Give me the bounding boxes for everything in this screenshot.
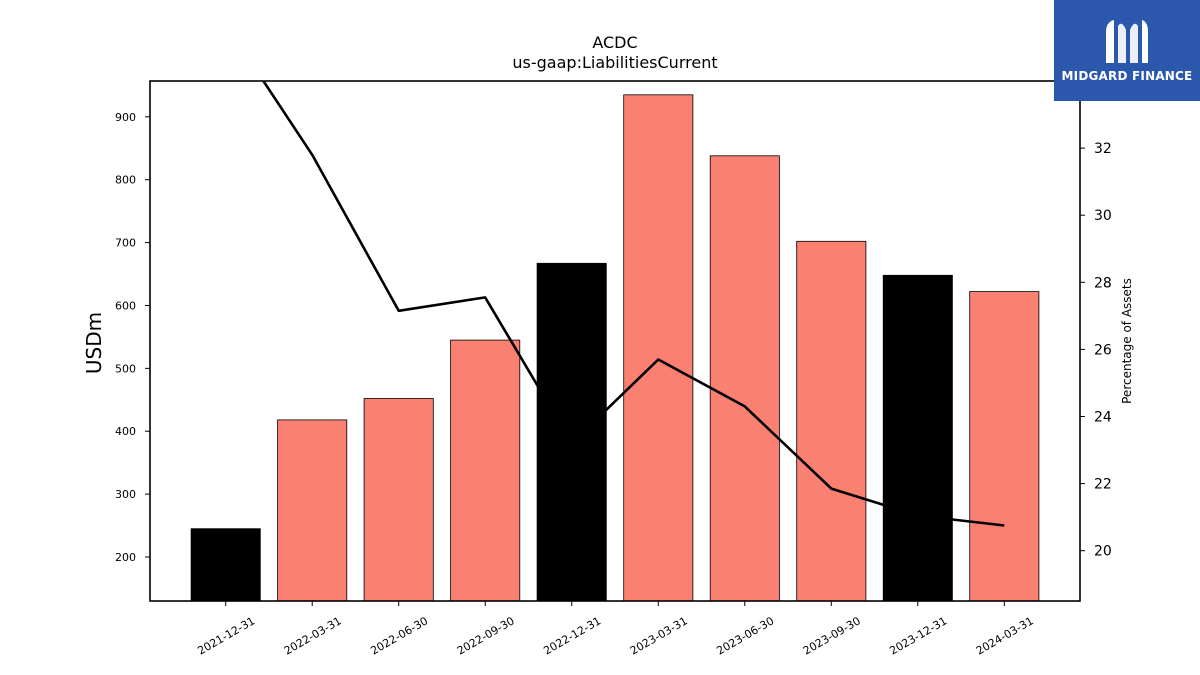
- axes-layer: 200 300 400 500 600 700 800 900 20 22 24 26 28 30 32 20…: [115, 80, 1112, 658]
- bar-2022-12-31: [536, 262, 607, 601]
- bar-2022-09-30: [450, 339, 521, 601]
- line-layer: [261, 81, 1005, 527]
- y2-tick-label: 22: [1094, 477, 1112, 493]
- x-tick-label: 2023-12-31: [887, 614, 949, 657]
- mirrored-m-logo-icon: [1106, 20, 1148, 63]
- y2-tick-label: 32: [1094, 141, 1112, 157]
- bar-2023-03-31: [623, 94, 694, 601]
- y2-tick-label: 30: [1094, 208, 1112, 224]
- x-tick-label: 2022-03-31: [282, 614, 344, 657]
- y-tick-label: 900: [115, 111, 136, 124]
- y-axis-label: USDm: [82, 312, 106, 374]
- y2-tick-label: 20: [1094, 544, 1112, 560]
- y-tick-label: 500: [115, 362, 136, 375]
- y-tick-label: 400: [115, 425, 136, 438]
- x-tick-label: 2024-03-31: [974, 614, 1036, 657]
- x-tick-label: 2022-09-30: [455, 614, 517, 657]
- bar-2023-09-30: [796, 240, 867, 601]
- y-tick-label: 600: [115, 299, 136, 312]
- bar-2022-06-30: [363, 398, 434, 601]
- y-tick-label: 200: [115, 551, 136, 564]
- x-tick-label: 2021-12-31: [195, 614, 257, 657]
- plot-frame: [149, 80, 1081, 602]
- x-tick-label: 2022-12-31: [541, 614, 603, 657]
- bar-2023-06-30: [709, 155, 780, 601]
- y2-tick-label: 28: [1094, 275, 1112, 291]
- x-tick-label: 2023-09-30: [801, 614, 863, 657]
- x-tick-label: 2023-06-30: [714, 614, 776, 657]
- x-tick-label: 2023-03-31: [628, 614, 690, 657]
- percentage-line: [261, 81, 1005, 527]
- bars-layer: [190, 94, 1040, 601]
- chart-title: ACDC: [592, 33, 637, 52]
- x-tick-label: 2022-06-30: [368, 614, 430, 657]
- chart-subtitle: us-gaap:LiabilitiesCurrent: [512, 53, 717, 72]
- bar-2024-03-31: [969, 291, 1040, 601]
- bar-2022-03-31: [277, 419, 348, 601]
- y2-tick-label: 26: [1094, 342, 1112, 358]
- brand-logo: MIDGARD FINANCE: [1054, 0, 1200, 101]
- y-tick-label: 700: [115, 237, 136, 250]
- y-tick-label: 300: [115, 488, 136, 501]
- y2-axis-label: Percentage of Assets: [1120, 278, 1134, 404]
- y-tick-label: 800: [115, 174, 136, 187]
- brand-name: MIDGARD FINANCE: [1061, 69, 1193, 83]
- y2-tick-label: 24: [1094, 409, 1112, 425]
- bar-2023-12-31: [882, 274, 953, 601]
- bar-2021-12-31: [190, 528, 261, 601]
